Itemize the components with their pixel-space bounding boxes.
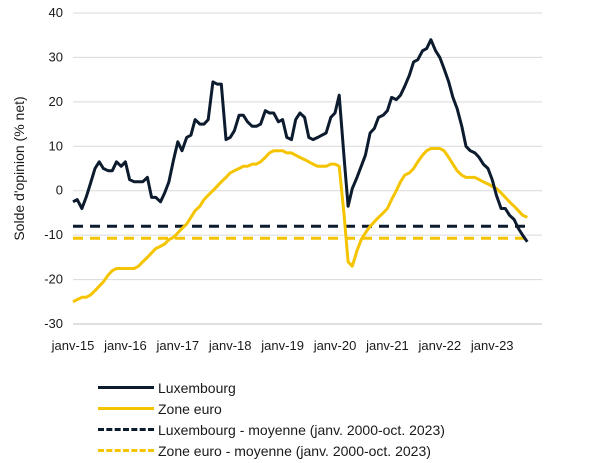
- legend-label: Zone euro - moyenne (janv. 2000-oct. 202…: [158, 442, 431, 459]
- legend-item: Luxembourg - moyenne (janv. 2000-oct. 20…: [98, 419, 445, 440]
- x-tick-label: janv-23: [470, 338, 514, 353]
- x-tick-label: janv-15: [51, 338, 95, 353]
- legend-swatch: [98, 407, 154, 410]
- y-tick-label: 20: [49, 94, 63, 109]
- y-tick-label: 30: [49, 49, 63, 64]
- gridlines: [73, 12, 542, 325]
- x-tick-label: janv-21: [365, 338, 409, 353]
- legend-swatch: [98, 428, 154, 431]
- y-tick-label: -30: [44, 316, 63, 331]
- series-lines: [72, 38, 529, 304]
- x-tick-label: janv-22: [417, 338, 461, 353]
- y-tick-label: -20: [44, 272, 63, 287]
- legend-item: Zone euro - moyenne (janv. 2000-oct. 202…: [98, 440, 445, 461]
- x-tick-label: janv-19: [260, 338, 304, 353]
- legend-item: Luxembourg: [98, 377, 445, 398]
- legend-label: Luxembourg - moyenne (janv. 2000-oct. 20…: [158, 421, 445, 438]
- y-axis-ticks: -30 -20 -10 0 10 20 30 40: [44, 5, 63, 331]
- series-line-2: [72, 147, 528, 304]
- legend: Luxembourg Zone euro Luxembourg - moyenne …: [98, 377, 445, 461]
- x-tick-label: janv-17: [155, 338, 199, 353]
- legend-swatch: [98, 386, 154, 389]
- y-axis-label: Solde d'opinion (% net): [11, 96, 27, 240]
- legend-label: Luxembourg: [158, 379, 236, 396]
- legend-swatch: [98, 449, 154, 452]
- y-tick-label: -10: [44, 227, 63, 242]
- x-tick-label: janv-20: [313, 338, 357, 353]
- x-tick-label: janv-16: [103, 338, 147, 353]
- x-axis: janv-15 janv-16 janv-17 janv-18 janv-19 janv-…: [51, 323, 542, 353]
- y-tick-label: 40: [49, 5, 63, 20]
- x-tick-label: janv-18: [208, 338, 252, 353]
- series-line-1: [72, 38, 529, 243]
- line-chart: -30 -20 -10 0 10 20 30 40 janv-15 janv-16 janv-17…: [11, 5, 542, 353]
- legend-item: Zone euro: [98, 398, 445, 419]
- y-tick-label: 10: [49, 138, 63, 153]
- legend-label: Zone euro: [158, 400, 222, 417]
- y-tick-label: 0: [56, 183, 63, 198]
